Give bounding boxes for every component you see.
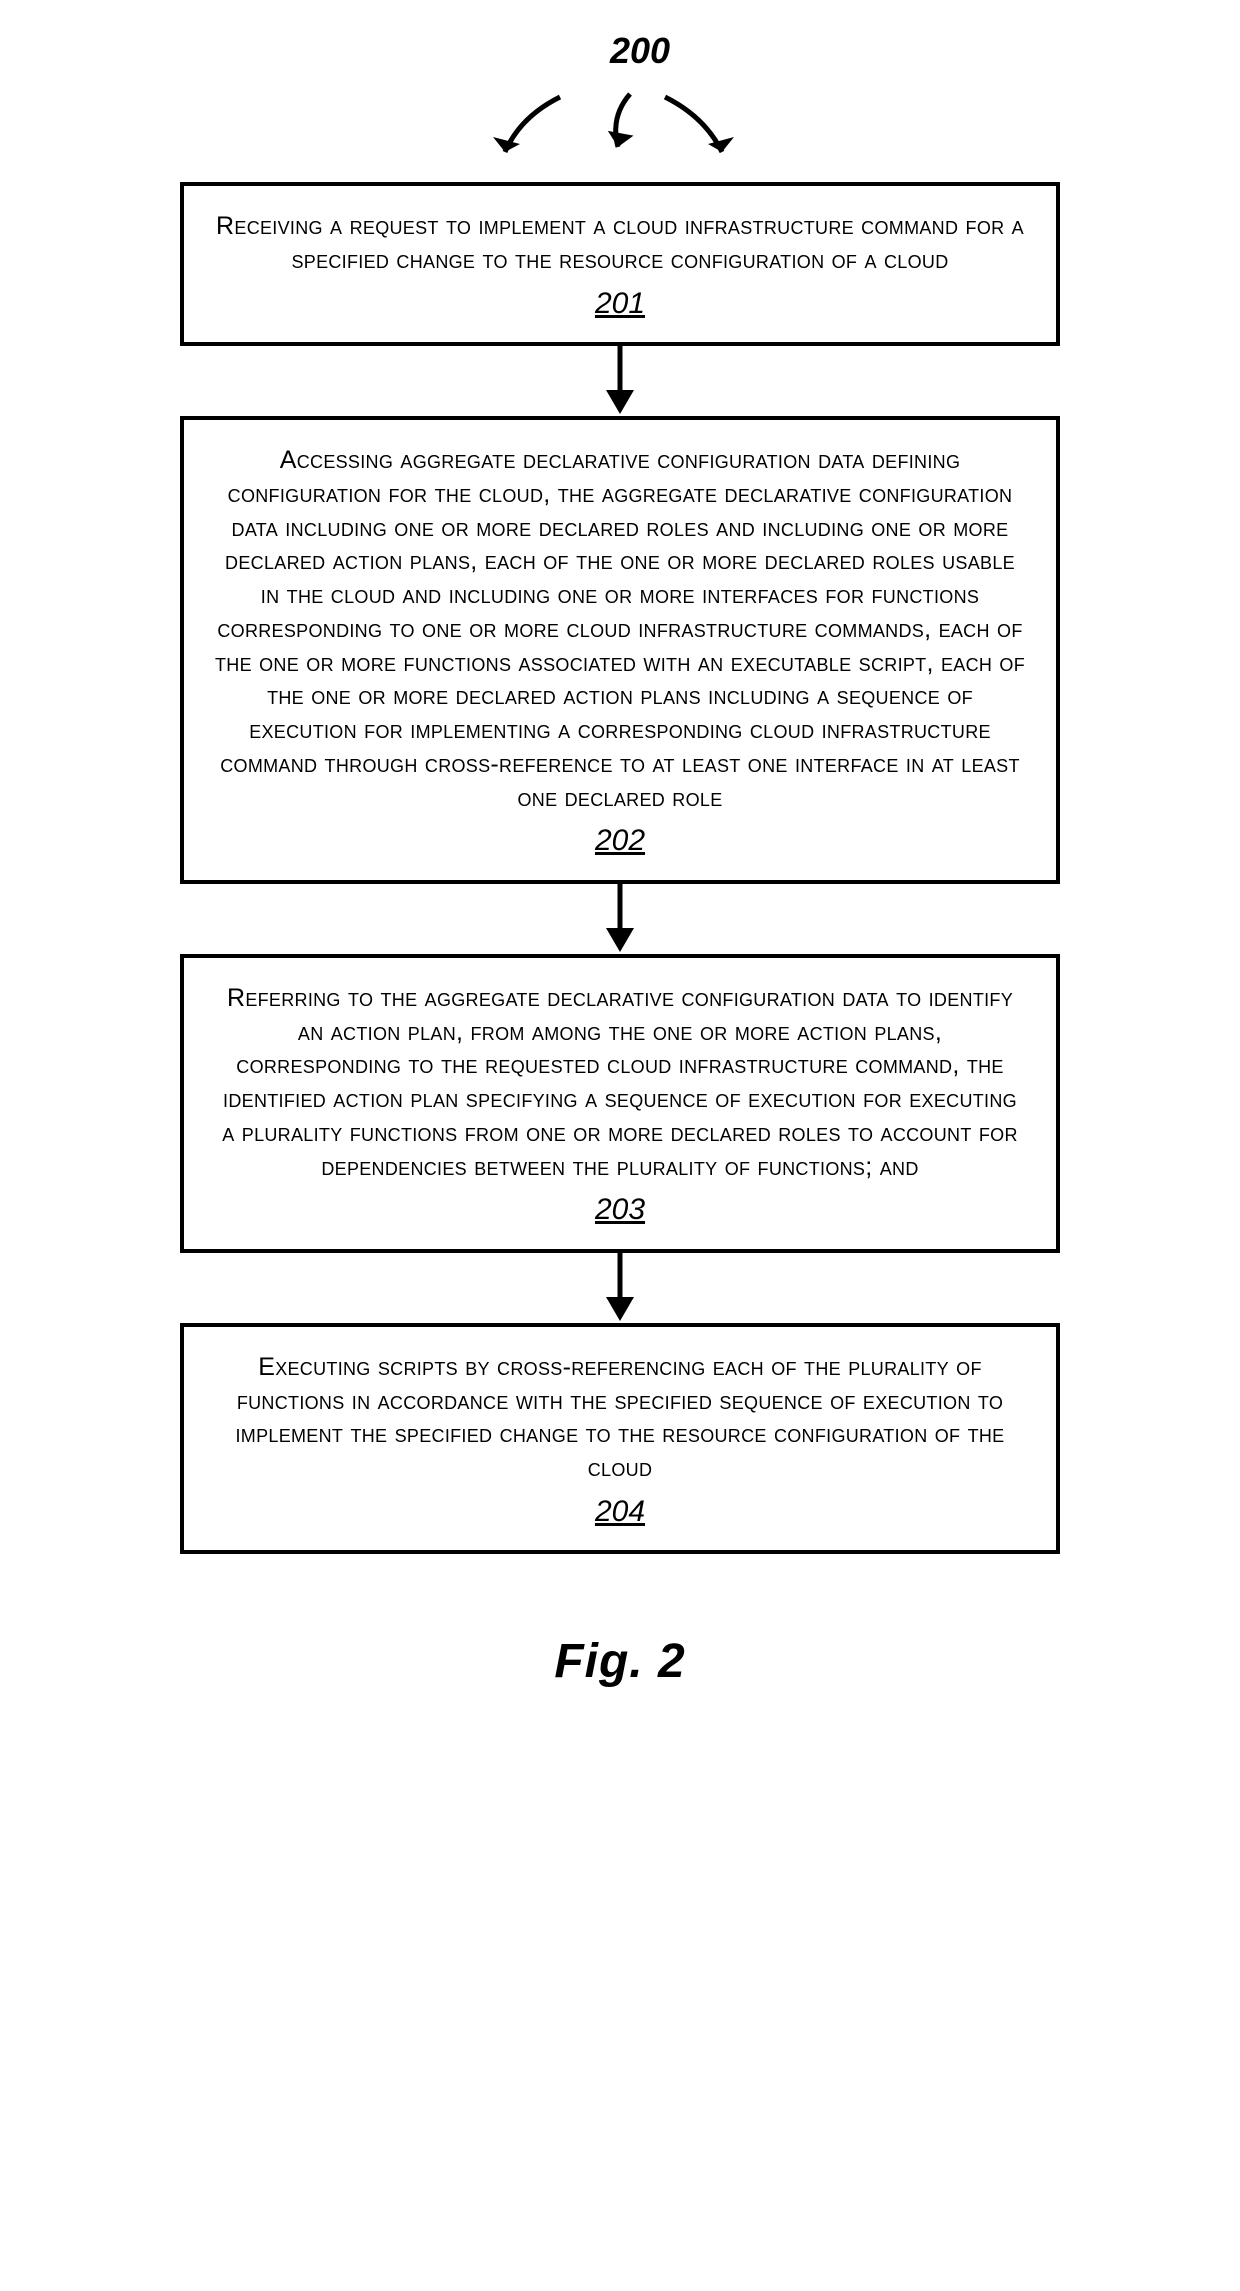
figure-number: 200 [610, 30, 670, 72]
flowchart-container: 200 Receiving a request to implement a c… [0, 30, 1240, 1689]
step-text: Accessing aggregate declarative configur… [214, 444, 1026, 815]
flowchart-step-3: Referring to the aggregate declarative c… [180, 954, 1060, 1253]
step-ref: 201 [214, 284, 1026, 325]
figure-caption: Fig. 2 [554, 1634, 685, 1689]
arrow-down-icon [590, 1253, 650, 1323]
flowchart-step-1: Receiving a request to implement a cloud… [180, 182, 1060, 346]
step-text: Executing scripts by cross-referencing e… [214, 1351, 1026, 1486]
step-text: Receiving a request to implement a cloud… [214, 210, 1026, 278]
step-ref: 204 [214, 1492, 1026, 1533]
entry-arrows [520, 82, 720, 172]
arrow-down-icon [590, 346, 650, 416]
step-ref: 203 [214, 1190, 1026, 1231]
flowchart-step-2: Accessing aggregate declarative configur… [180, 416, 1060, 884]
step-ref: 202 [214, 821, 1026, 862]
flowchart-step-4: Executing scripts by cross-referencing e… [180, 1323, 1060, 1555]
arrow-down-icon [590, 884, 650, 954]
step-text: Referring to the aggregate declarative c… [214, 982, 1026, 1185]
